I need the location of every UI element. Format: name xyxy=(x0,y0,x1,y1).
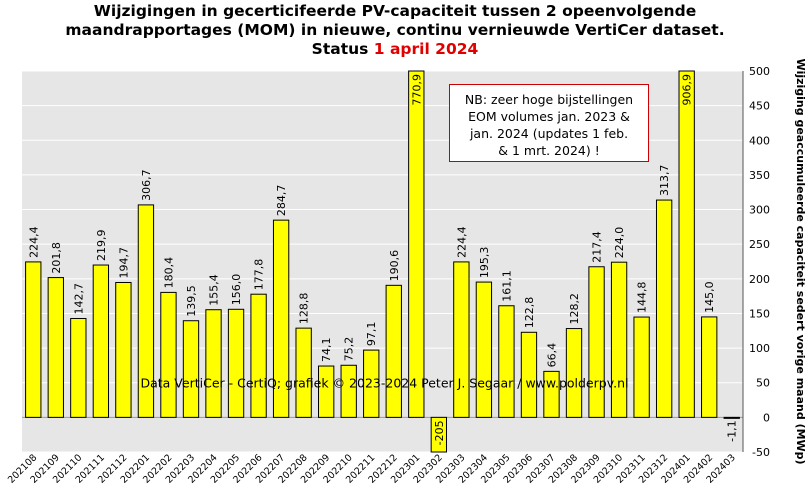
bar xyxy=(520,331,538,418)
data-label: 201,8 xyxy=(50,242,63,274)
bar xyxy=(385,284,402,418)
y-tick-label: -50 xyxy=(752,446,770,459)
data-label: 128,8 xyxy=(298,293,311,325)
annotation-box: NB: zeer hoge bijstellingen EOM volumes … xyxy=(449,84,649,162)
bar xyxy=(655,199,673,418)
bar xyxy=(565,328,583,418)
y-axis-label: Wijziging geaccumuleerde capaciteit sede… xyxy=(794,58,807,464)
bar xyxy=(160,291,177,418)
bar xyxy=(70,318,87,418)
data-label: 156,0 xyxy=(230,274,243,306)
y-tick-label: 150 xyxy=(749,307,770,320)
bar xyxy=(92,264,110,418)
data-label: 194,7 xyxy=(117,247,130,279)
title-status-date: 1 april 2024 xyxy=(373,40,479,58)
bar xyxy=(205,309,222,418)
bar xyxy=(453,261,470,418)
bar xyxy=(588,266,605,418)
bar xyxy=(137,204,155,418)
bar xyxy=(408,70,425,418)
bar xyxy=(250,293,267,418)
y-tick-label: 100 xyxy=(749,342,770,355)
y-tick-label: 50 xyxy=(756,377,770,390)
data-label: 190,6 xyxy=(388,250,401,282)
title-line-1: Wijzigingen in gecerticifeerde PV-capaci… xyxy=(93,2,697,20)
title-line-2: maandrapportages (MOM) in nieuwe, contin… xyxy=(65,21,725,39)
note-line-1: NB: zeer hoge bijstellingen xyxy=(464,92,634,107)
bar xyxy=(701,316,718,418)
bar xyxy=(475,281,493,418)
bar xyxy=(430,416,447,453)
y-tick-label: 400 xyxy=(749,134,770,147)
note-line-4: & 1 mrt. 2024) ! xyxy=(498,143,600,158)
data-label: -1,1 xyxy=(726,420,739,441)
y-tick-label: 450 xyxy=(749,100,770,113)
bar xyxy=(227,308,245,418)
data-label: 224,4 xyxy=(27,226,40,258)
data-label: 177,8 xyxy=(253,259,266,291)
bar xyxy=(678,70,695,418)
data-label: -205 xyxy=(433,420,446,445)
bar xyxy=(272,219,290,418)
data-label: 306,7 xyxy=(140,169,153,201)
data-label: 142,7 xyxy=(72,283,85,315)
data-label: 155,4 xyxy=(208,274,221,306)
y-tick-label: 200 xyxy=(749,273,770,286)
bar xyxy=(498,305,515,418)
note-line-3: jan. 2024 (updates 1 feb. xyxy=(469,126,629,141)
data-label: 313,7 xyxy=(658,165,671,197)
data-label: 97,1 xyxy=(365,322,378,347)
data-label: 224,0 xyxy=(613,227,626,259)
data-label: 195,3 xyxy=(478,247,491,279)
data-label: 128,2 xyxy=(568,293,581,325)
data-label: 139,5 xyxy=(185,285,198,317)
data-label: 906,9 xyxy=(681,74,694,106)
bar xyxy=(723,416,740,419)
data-label: 75,2 xyxy=(343,337,356,362)
data-label: 180,4 xyxy=(162,257,175,289)
bar xyxy=(182,320,200,418)
bar xyxy=(543,370,560,418)
bar xyxy=(318,365,335,418)
credit-text: Data VertiCer - CertiQ; grafiek © 2023-2… xyxy=(140,376,628,391)
data-label: 284,7 xyxy=(275,185,288,217)
data-label: 224,4 xyxy=(455,226,468,258)
data-label: 161,1 xyxy=(500,270,513,302)
bar xyxy=(115,281,132,418)
data-label: 219,9 xyxy=(95,230,108,262)
bar xyxy=(363,349,380,418)
y-tick-label: 300 xyxy=(749,204,770,217)
title-status-prefix: Status xyxy=(311,40,374,58)
bar xyxy=(340,364,357,418)
bar xyxy=(47,277,64,418)
title-line-3: Status 1 april 2024 xyxy=(0,40,790,59)
data-label: 122,8 xyxy=(523,297,536,329)
data-label: 66,4 xyxy=(545,343,558,368)
data-label: 217,4 xyxy=(591,231,604,263)
y-tick-label: 350 xyxy=(749,169,770,182)
bar xyxy=(295,327,312,418)
chart-title: Wijzigingen in gecerticifeerde PV-capaci… xyxy=(0,2,790,59)
note-line-2: EOM volumes jan. 2023 & xyxy=(468,109,630,124)
data-label: 144,8 xyxy=(636,282,649,314)
data-label: 145,0 xyxy=(703,281,716,313)
y-tick-label: 0 xyxy=(763,411,770,424)
bar xyxy=(25,261,42,418)
y-tick-label: 500 xyxy=(749,65,770,78)
data-label: 74,1 xyxy=(320,338,333,363)
bar xyxy=(633,316,650,418)
y-tick-label: 250 xyxy=(749,238,770,251)
data-label: 770,9 xyxy=(410,74,423,106)
bar xyxy=(610,261,628,418)
